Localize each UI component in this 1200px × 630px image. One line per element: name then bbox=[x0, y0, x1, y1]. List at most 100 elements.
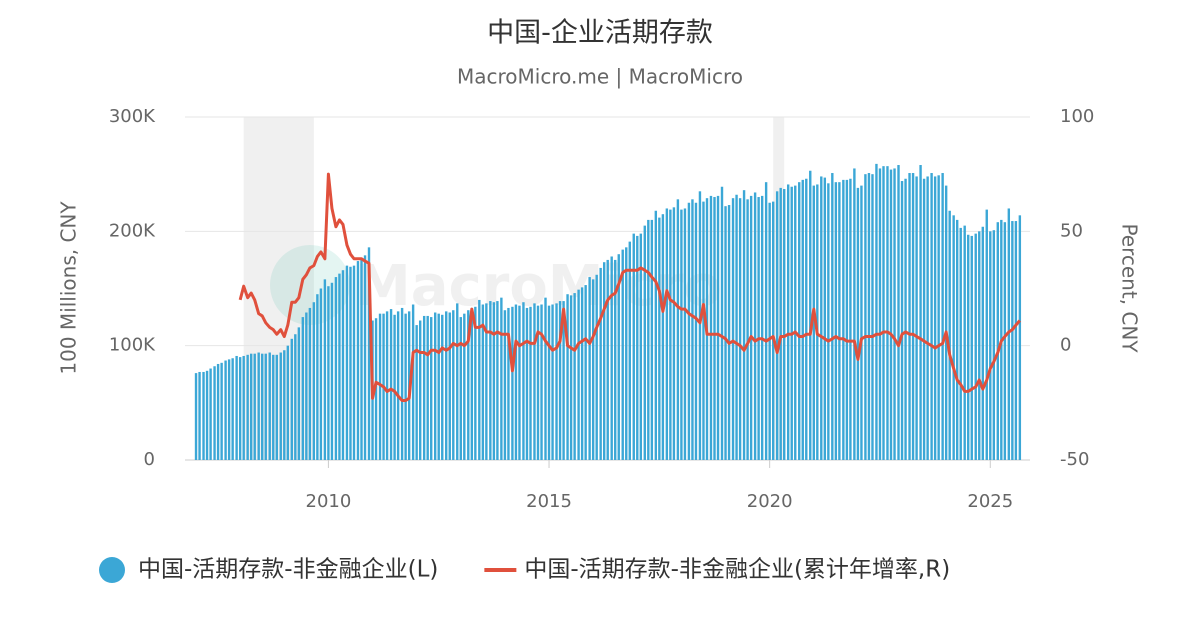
bar bbox=[356, 261, 360, 460]
bar bbox=[566, 294, 569, 460]
bar bbox=[599, 267, 602, 460]
bar bbox=[687, 202, 691, 460]
bar bbox=[915, 176, 918, 460]
bar bbox=[404, 313, 407, 460]
bar bbox=[220, 362, 223, 460]
bar bbox=[922, 178, 926, 461]
bar bbox=[816, 184, 819, 460]
bar bbox=[952, 215, 955, 460]
bar bbox=[779, 187, 782, 461]
bar bbox=[308, 307, 312, 460]
bar bbox=[275, 354, 278, 460]
bar bbox=[941, 173, 944, 461]
bar bbox=[213, 366, 216, 460]
bar bbox=[470, 307, 474, 460]
bar bbox=[981, 226, 984, 460]
bar bbox=[786, 184, 790, 460]
bar bbox=[459, 317, 462, 460]
bar bbox=[871, 174, 874, 460]
bar bbox=[694, 202, 698, 460]
bar bbox=[900, 181, 904, 460]
bar bbox=[731, 198, 735, 460]
bar bbox=[897, 165, 900, 460]
bar bbox=[724, 206, 727, 460]
bar bbox=[441, 314, 444, 460]
bar bbox=[628, 241, 631, 460]
bar bbox=[411, 304, 415, 460]
bar bbox=[798, 182, 801, 461]
bar bbox=[775, 191, 779, 461]
bar bbox=[944, 185, 948, 460]
bar bbox=[713, 197, 716, 461]
bar bbox=[360, 258, 363, 460]
bar bbox=[363, 255, 367, 460]
bar bbox=[533, 303, 536, 460]
y2-tick-label: 100 bbox=[1060, 106, 1094, 127]
bar bbox=[849, 178, 852, 461]
bar bbox=[426, 315, 429, 460]
bar bbox=[595, 274, 598, 460]
bar bbox=[771, 201, 775, 460]
bar bbox=[422, 315, 426, 460]
bar bbox=[654, 210, 658, 460]
bar bbox=[393, 314, 396, 460]
bar bbox=[602, 262, 606, 460]
bar bbox=[757, 197, 760, 461]
bar bbox=[970, 235, 973, 460]
bar bbox=[448, 312, 451, 460]
bar bbox=[327, 286, 330, 460]
bar bbox=[698, 191, 702, 461]
bar bbox=[963, 225, 966, 460]
bar bbox=[834, 182, 838, 461]
bar bbox=[930, 173, 933, 461]
bar bbox=[783, 189, 786, 460]
bar bbox=[760, 195, 764, 460]
bar bbox=[345, 265, 349, 460]
bar bbox=[198, 371, 201, 460]
bar bbox=[305, 312, 308, 460]
bar bbox=[621, 249, 624, 460]
y2-tick-label: 0 bbox=[1060, 335, 1071, 356]
watermark: MacroMicro bbox=[270, 245, 722, 325]
bar bbox=[496, 301, 499, 460]
bar bbox=[709, 195, 713, 460]
bar bbox=[319, 288, 323, 460]
bar bbox=[290, 338, 293, 460]
y-axis-title: 100 Millions, CNY bbox=[57, 201, 81, 375]
bar bbox=[919, 165, 922, 460]
bar bbox=[959, 227, 962, 460]
bar bbox=[974, 233, 977, 460]
bar bbox=[378, 313, 382, 460]
bar bbox=[194, 373, 198, 460]
bar bbox=[514, 304, 518, 460]
legend-label: 中国-活期存款-非金融企业(累计年增率,R) bbox=[524, 557, 950, 583]
bar bbox=[875, 163, 878, 461]
bar bbox=[893, 168, 896, 460]
bar bbox=[558, 301, 562, 460]
bar bbox=[334, 277, 338, 460]
bar bbox=[853, 168, 856, 460]
bar bbox=[882, 166, 885, 460]
bar bbox=[753, 192, 757, 460]
bar bbox=[738, 198, 742, 460]
bar bbox=[742, 190, 746, 460]
bar bbox=[636, 235, 639, 460]
bar bbox=[323, 279, 327, 460]
bar bbox=[735, 194, 738, 460]
bar bbox=[1003, 222, 1007, 460]
bar bbox=[316, 294, 319, 460]
bar bbox=[702, 201, 705, 460]
bar bbox=[584, 285, 587, 460]
bar bbox=[856, 187, 860, 461]
bar bbox=[227, 359, 231, 460]
bar bbox=[716, 195, 720, 460]
bar bbox=[418, 320, 422, 460]
bar bbox=[249, 353, 253, 460]
bar bbox=[569, 295, 573, 460]
bar bbox=[456, 303, 459, 460]
bar bbox=[352, 265, 356, 460]
bar bbox=[823, 177, 827, 460]
bar bbox=[867, 173, 871, 461]
bar bbox=[474, 306, 477, 460]
